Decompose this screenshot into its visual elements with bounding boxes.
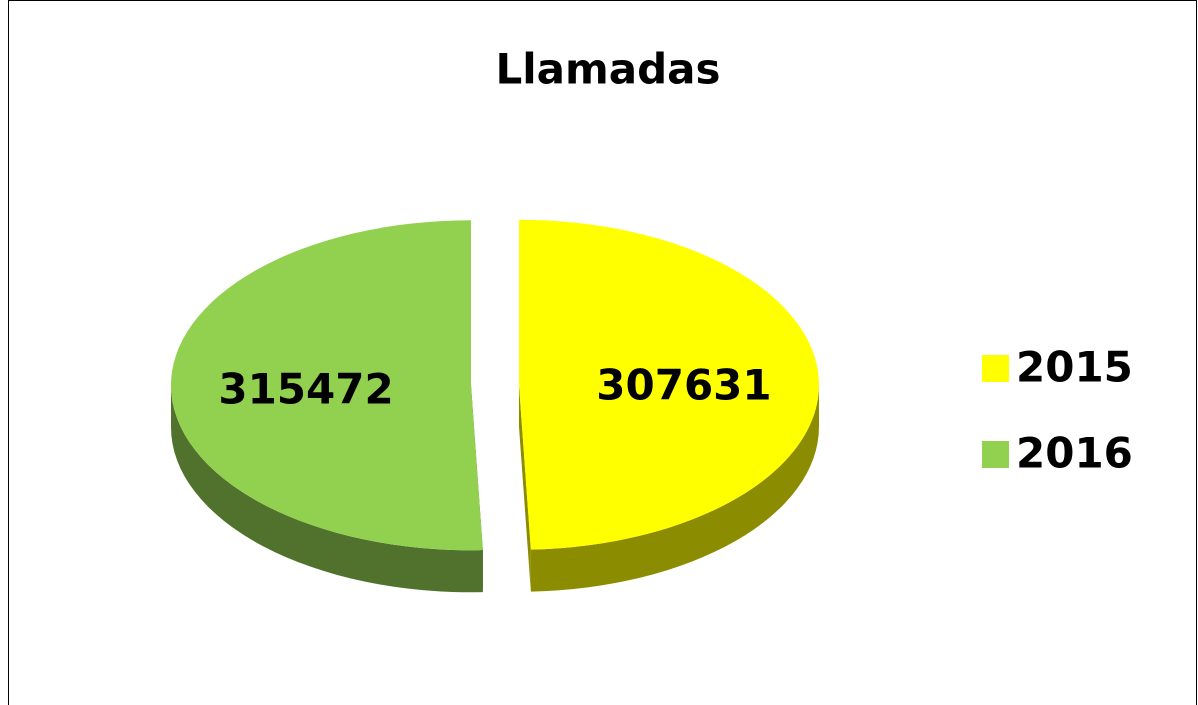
- slice-side: [518, 384, 531, 592]
- data-label: 307631: [596, 360, 771, 409]
- pie-slice: [171, 220, 483, 551]
- pie-slice: [518, 219, 819, 550]
- slice-side: [171, 385, 483, 593]
- slice-side: [530, 384, 819, 592]
- legend-label: 2016: [1016, 429, 1133, 478]
- data-label: 315472: [218, 365, 393, 414]
- legend-swatch: [982, 355, 1009, 382]
- legend-label: 2015: [1016, 343, 1133, 392]
- legend-swatch: [982, 441, 1009, 468]
- chart-title: Llamadas: [495, 45, 720, 94]
